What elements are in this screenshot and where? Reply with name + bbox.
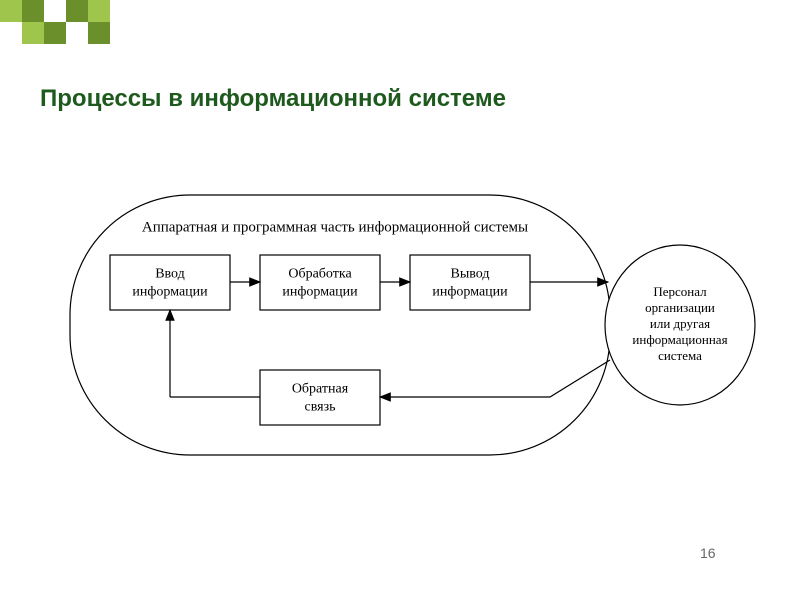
personnel-label-4: информационная (632, 332, 727, 347)
personnel-label-3: или другая (650, 316, 710, 331)
personnel-label-5: система (658, 348, 702, 363)
personnel-label-1: Персонал (653, 284, 707, 299)
personnel-label-2: организации (645, 300, 715, 315)
process-diagram: Аппаратная и программная часть информаци… (0, 0, 800, 600)
input-label-2: информации (132, 285, 208, 300)
process-label-2: информации (282, 285, 358, 300)
input-box: Ввод информации (110, 255, 230, 310)
process-label-1: Обработка (288, 267, 352, 282)
ellipse-to-feedback (380, 360, 610, 397)
feedback-box: Обратная связь (260, 370, 380, 425)
output-label-1: Вывод (451, 267, 490, 282)
arrows (170, 282, 610, 397)
input-label-1: Ввод (155, 267, 185, 282)
output-label-2: информации (432, 285, 508, 300)
feedback-label-1: Обратная (292, 382, 349, 397)
feedback-label-2: связь (305, 400, 336, 415)
personnel-ellipse: Персонал организации или другая информац… (605, 245, 755, 405)
output-box: Вывод информации (410, 255, 530, 310)
container-title: Аппаратная и программная часть информаци… (142, 219, 528, 235)
process-box: Обработка информации (260, 255, 380, 310)
